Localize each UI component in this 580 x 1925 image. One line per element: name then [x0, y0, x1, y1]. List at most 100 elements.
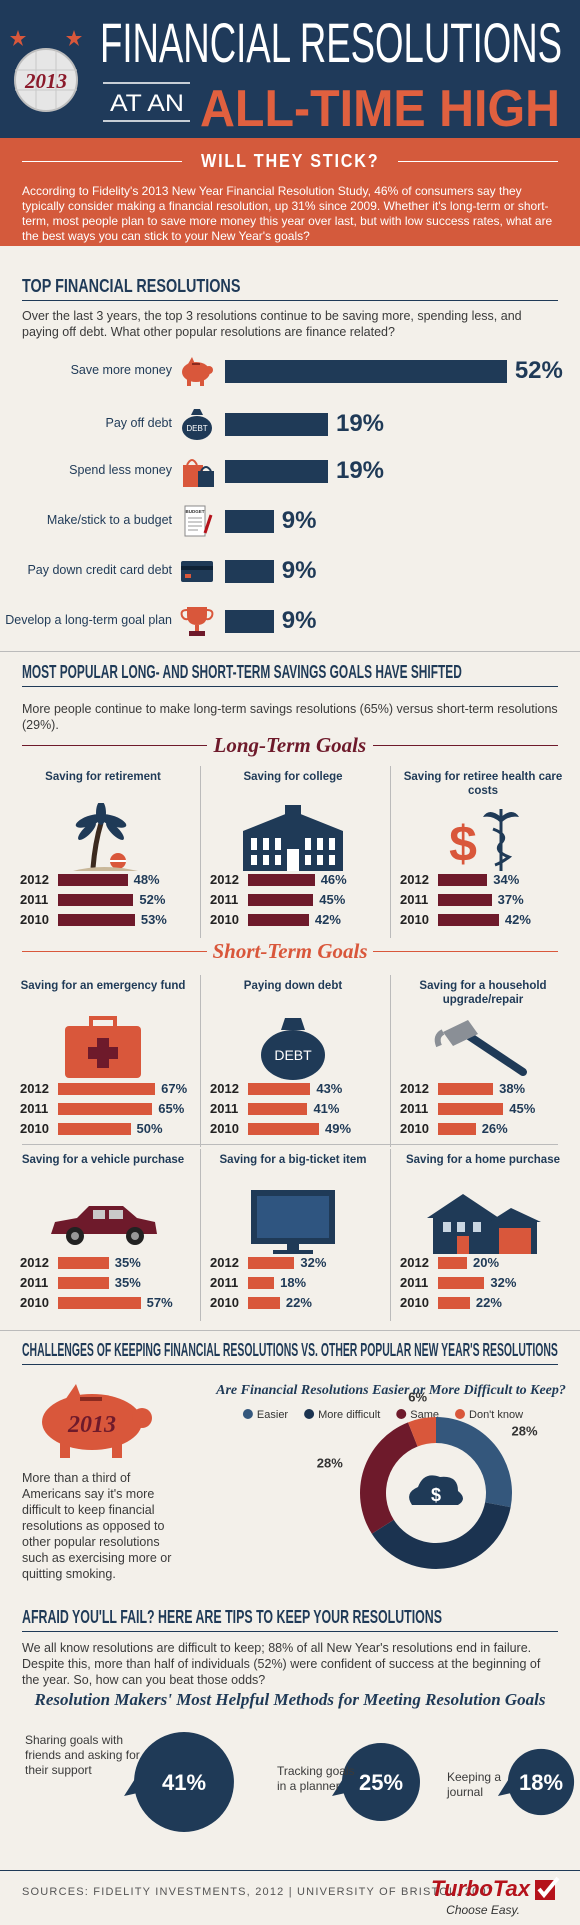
- year-label: 2012: [20, 1081, 49, 1096]
- year-label: 2012: [400, 1255, 429, 1270]
- year-label: 2011: [20, 1101, 49, 1116]
- icon-shape: [60, 1442, 70, 1458]
- divider: [22, 1364, 558, 1365]
- icon-shape: [96, 803, 106, 825]
- divider: [22, 686, 558, 687]
- method-label: Keeping a journal: [447, 1770, 502, 1799]
- legend-item: Easier: [242, 1409, 289, 1421]
- badge-year: 2013: [67, 1412, 116, 1438]
- value-label: 28%: [317, 1456, 343, 1471]
- icon-shape: DEBT: [274, 1047, 312, 1063]
- donut-segment: [360, 1422, 418, 1534]
- section-heading: MOST POPULAR LONG- AND SHORT-TERM SAVING…: [22, 662, 462, 682]
- value-label: 32%: [300, 1255, 327, 1270]
- bar: [225, 510, 274, 533]
- bar: [58, 1257, 109, 1269]
- icon-shape: [182, 416, 212, 440]
- icon-shape: [192, 363, 200, 365]
- goal-title: Saving for a household upgrade/repair: [419, 980, 547, 1006]
- value-label: 52%: [139, 892, 166, 907]
- divider: [22, 1631, 558, 1632]
- bubble: [342, 1743, 420, 1821]
- bar: [438, 1083, 494, 1095]
- icon: [434, 1020, 527, 1076]
- divider: [373, 951, 558, 952]
- legend-swatch: [304, 1409, 315, 1419]
- year-label: 2012: [210, 872, 239, 887]
- divider: [200, 1149, 201, 1321]
- icon-shape: [80, 1397, 102, 1401]
- icon-shape: [287, 849, 299, 871]
- bar: [225, 610, 274, 633]
- legend-label: Easier: [257, 1409, 289, 1421]
- section-heading: TOP FINANCIAL RESOLUTIONS: [22, 276, 241, 296]
- icon-shape: [243, 811, 343, 831]
- icon-shape: [273, 1250, 313, 1254]
- icon-shape: [537, 1876, 560, 1899]
- icon: DEBT: [182, 409, 212, 440]
- icon-shape: [492, 827, 513, 867]
- year-label: 2011: [20, 892, 49, 907]
- icon-shape: [109, 1210, 123, 1219]
- value-label: 45%: [319, 892, 346, 907]
- year-label: 2010: [400, 1295, 429, 1310]
- icon: [181, 561, 213, 582]
- goal-title: Saving for a vehicle purchase: [21, 1154, 185, 1166]
- divider: [200, 975, 201, 1147]
- divider: [390, 975, 391, 1147]
- value-label: 35%: [114, 1275, 141, 1290]
- icon-shape: [251, 855, 257, 865]
- value-label: 9%: [281, 607, 317, 634]
- icon-shape: [10, 30, 26, 46]
- icon-shape: [329, 855, 335, 865]
- icon-shape: [66, 30, 82, 46]
- icon-shape: [184, 505, 206, 537]
- icon-shape: [329, 838, 335, 850]
- section-text: More people continue to make long-term s…: [22, 702, 558, 732]
- value-label: 20%: [473, 1255, 500, 1270]
- bar: [58, 894, 134, 906]
- icon-shape: [14, 48, 78, 112]
- icon: [243, 805, 343, 871]
- goal-title: Saving for retirement: [45, 771, 161, 783]
- intro-band: [0, 138, 580, 246]
- icon: [183, 459, 214, 487]
- icon-shape: [187, 607, 207, 625]
- bar: [438, 1103, 504, 1115]
- bar: [248, 1123, 320, 1135]
- goal-title: Saving for a home purchase: [405, 1154, 560, 1166]
- year-label: 2011: [20, 1275, 49, 1290]
- bar: [58, 1297, 141, 1309]
- divider: [390, 1149, 391, 1321]
- goal-title: Saving for a big-ticket item: [219, 1154, 367, 1166]
- bar: [438, 1123, 476, 1135]
- bubble: [507, 1748, 575, 1816]
- group-title: Short-Term Goals: [212, 939, 368, 963]
- legend-item: More difficult: [304, 1409, 380, 1421]
- icon-shape: [51, 1206, 157, 1234]
- icon-shape: [132, 1408, 152, 1428]
- icon-shape: [434, 1029, 445, 1048]
- icon-shape: [131, 1232, 139, 1240]
- icon-shape: [287, 1244, 299, 1250]
- category-label: Pay off debt: [105, 416, 173, 430]
- value-label: 42%: [504, 912, 531, 927]
- bar: [438, 1257, 467, 1269]
- category-label: Develop a long-term goal plan: [5, 613, 172, 627]
- bar: [225, 413, 328, 436]
- header-highlight: ALL-TIME HIGH: [200, 80, 560, 138]
- icon-shape: [317, 838, 323, 850]
- icon-shape: [42, 1394, 142, 1450]
- header-year: 2013: [24, 69, 67, 93]
- section-text: Over the last 3 years, the top 3 resolut…: [22, 309, 522, 339]
- icon: $: [449, 809, 519, 872]
- icon-shape: [203, 514, 213, 534]
- icon-shape: [427, 1194, 499, 1218]
- donut-segment: [408, 1417, 436, 1447]
- icon-shape: [200, 466, 212, 472]
- value-label: 22%: [475, 1295, 502, 1310]
- icon-shape: [186, 459, 198, 466]
- legend-label: More difficult: [318, 1409, 380, 1421]
- icon-shape: [185, 574, 191, 578]
- value-label: 19%: [335, 410, 385, 437]
